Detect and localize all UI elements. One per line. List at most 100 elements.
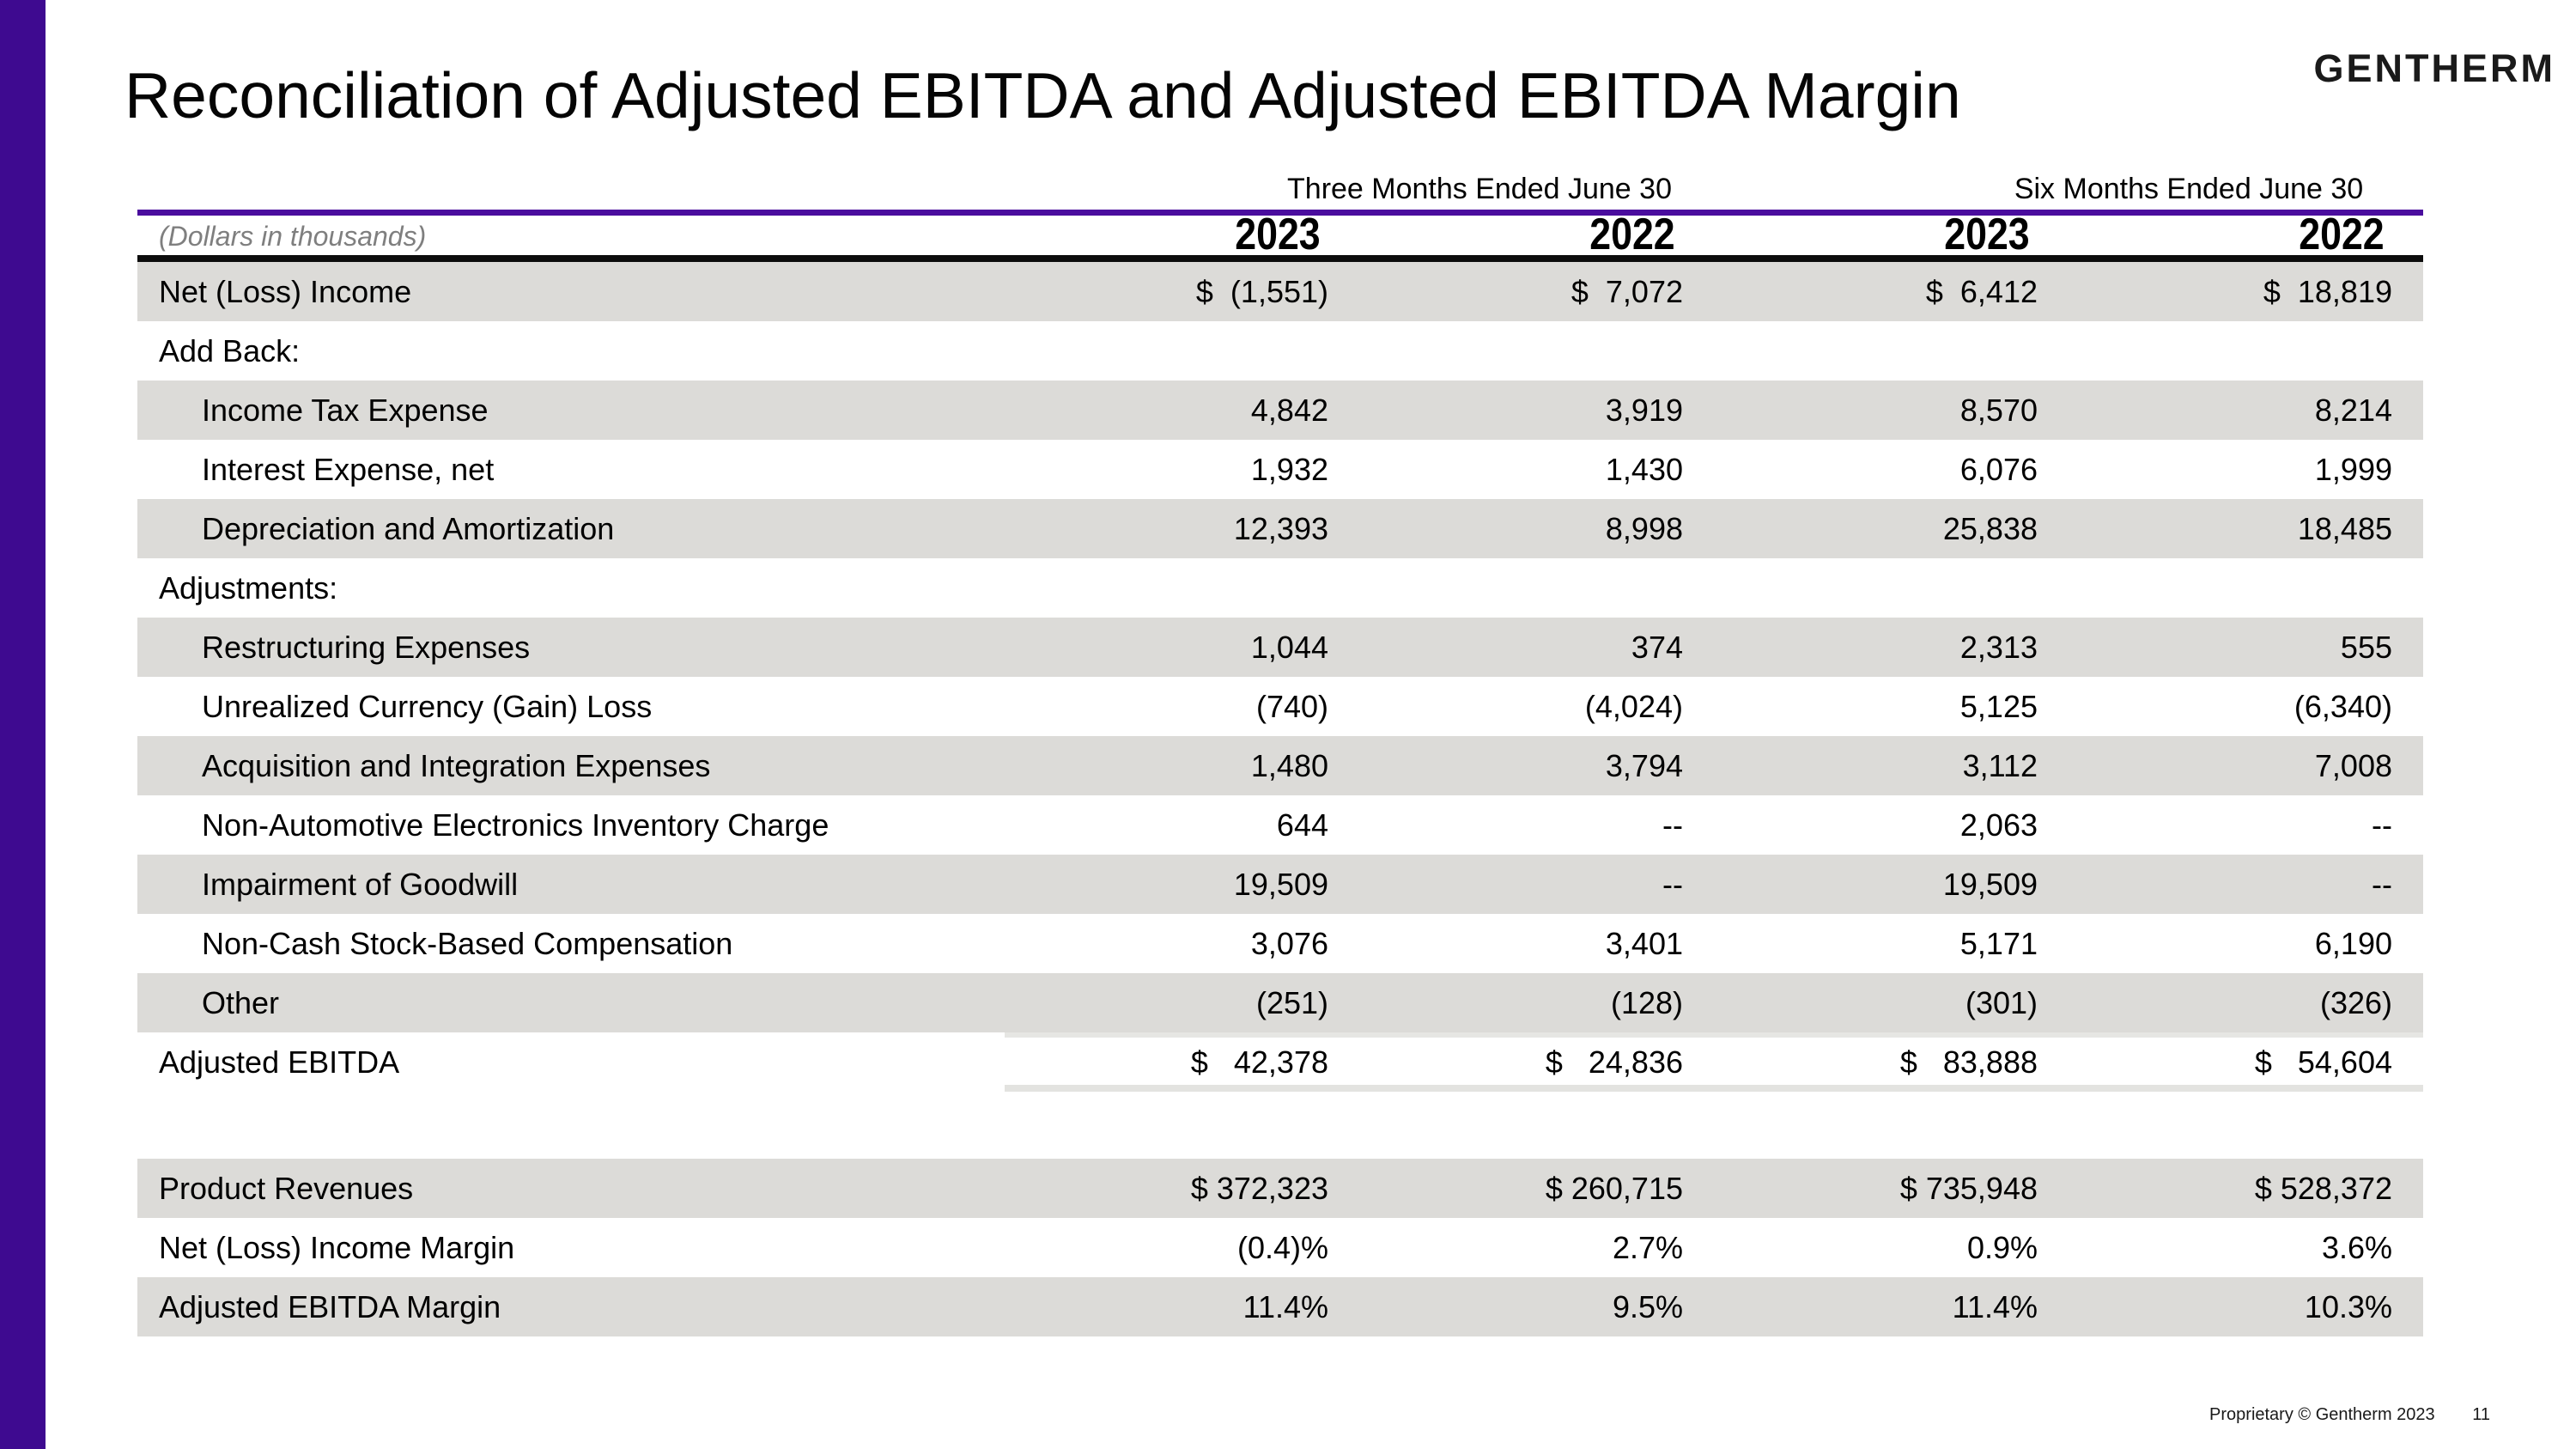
table-row: Product Revenues $ 372,323 $ 260,715 $ 735,… <box>137 1159 2423 1218</box>
row-label: Other <box>202 985 280 1020</box>
row-label: Interest Expense, net <box>202 452 495 487</box>
cell-value: 3.6% <box>2321 1230 2392 1265</box>
table-row: Interest Expense, net 1,932 1,430 6,076 1,99… <box>137 440 2423 499</box>
cell-value <box>1359 558 1714 618</box>
cell-value: $ 528,372 <box>2254 1171 2392 1206</box>
cell-value: 12,393 <box>1233 511 1328 546</box>
table-row: Adjusted EBITDA Margin 11.4% 9.5% 11.4% 10.3… <box>137 1277 2423 1336</box>
year-header-3m-2023: 2023 <box>1235 210 1321 259</box>
cell-value: 3,794 <box>1605 748 1683 783</box>
cell-value: 5,171 <box>1959 926 2038 961</box>
cell-value: 4,842 <box>1250 393 1328 428</box>
cell-value: (251) <box>1255 985 1328 1020</box>
period-header-six-months-label: Six Months Ended June 30 <box>2014 173 2364 205</box>
cell-value <box>2069 558 2423 618</box>
cell-value: 2.7% <box>1612 1230 1683 1265</box>
gentherm-logo: GENTHERM <box>2313 46 2555 90</box>
cell-value: 555 <box>2340 630 2392 665</box>
cell-value: 8,998 <box>1605 511 1683 546</box>
cell-value: 3,401 <box>1605 926 1683 961</box>
period-header-six-months: Six Months Ended June 30 <box>1714 158 2423 210</box>
table-row: Net (Loss) Income Margin (0.4)% 2.7% 0.9% 3.… <box>137 1218 2423 1277</box>
page-title: Reconciliation of Adjusted EBITDA and Ad… <box>125 59 1961 131</box>
year-header-6m-2023: 2023 <box>1944 210 2030 259</box>
cell-value: $ 42,378 <box>1190 1044 1328 1080</box>
cell-value: 1,999 <box>2314 452 2392 487</box>
row-label: Income Tax Expense <box>202 393 489 428</box>
cell-value: 3,076 <box>1250 926 1328 961</box>
table-row: Add Back: <box>137 321 2423 381</box>
cell-value <box>2069 321 2423 381</box>
year-header-row: (Dollars in thousands) 2023 2022 2023 20… <box>137 210 2423 259</box>
table-row: Acquisition and Integration Expenses 1,48… <box>137 736 2423 795</box>
page-number: 11 <box>2472 1405 2490 1424</box>
cell-value: $ 18,819 <box>2263 274 2392 309</box>
left-accent-bar <box>0 0 46 1449</box>
cell-value: 9.5% <box>1612 1289 1683 1324</box>
table-row: Other (251) (128) (301) (326) <box>137 973 2423 1032</box>
purple-divider-rule <box>137 210 2423 216</box>
cell-value: 8,570 <box>1959 393 2038 428</box>
table-row: Non-Automotive Electronics Inventory Cha… <box>137 795 2423 855</box>
cell-value: 6,076 <box>1959 452 2038 487</box>
cell-value: (301) <box>1965 985 2038 1020</box>
cell-value <box>1714 321 2069 381</box>
cell-value: $ 24,836 <box>1545 1044 1683 1080</box>
table-row: Restructuring Expenses 1,044 374 2,313 555 <box>137 618 2423 677</box>
row-label: Net (Loss) Income Margin <box>159 1230 515 1265</box>
table-row: Income Tax Expense 4,842 3,919 8,570 8,214 <box>137 381 2423 440</box>
row-label: Restructuring Expenses <box>202 630 531 665</box>
cell-value: 6,190 <box>2314 926 2392 961</box>
row-label: Non-Automotive Electronics Inventory Cha… <box>202 807 829 843</box>
row-label: Net (Loss) Income <box>159 274 412 309</box>
cell-value: 11.4% <box>1952 1289 2038 1324</box>
cell-value: -- <box>1662 807 1683 843</box>
row-label: Adjusted EBITDA <box>159 1044 400 1080</box>
table-row: Unrealized Currency (Gain) Loss (740) (4,0… <box>137 677 2423 736</box>
table-row: Depreciation and Amortization 12,393 8,998… <box>137 499 2423 558</box>
cell-value: 644 <box>1276 807 1328 843</box>
row-label: Depreciation and Amortization <box>202 511 615 546</box>
footer: Proprietary © Gentherm 2023 11 <box>2209 1405 2490 1425</box>
cell-value: $ 260,715 <box>1545 1171 1683 1206</box>
cell-value: (4,024) <box>1584 689 1683 724</box>
cell-value: 1,480 <box>1250 748 1328 783</box>
cell-value <box>1005 321 1359 381</box>
cell-value: 2,313 <box>1959 630 2038 665</box>
cell-value: 19,509 <box>1233 867 1328 902</box>
cell-value: 374 <box>1631 630 1683 665</box>
table-body: Net (Loss) Income $ (1,551) $ 7,072 $ 6,412… <box>137 262 2423 1336</box>
cell-value: 3,112 <box>1962 748 2038 783</box>
period-header-spacer <box>137 158 1005 210</box>
table-row: Adjustments: <box>137 558 2423 618</box>
row-label: Acquisition and Integration Expenses <box>202 748 711 783</box>
cell-value <box>1005 558 1359 618</box>
cell-value: -- <box>1662 867 1683 902</box>
cell-value: -- <box>2372 867 2392 902</box>
cell-value: 3,919 <box>1605 393 1683 428</box>
cell-value: (6,340) <box>2293 689 2392 724</box>
row-label: Product Revenues <box>159 1171 414 1206</box>
row-label: Add Back: <box>159 333 301 368</box>
cell-value: $ 735,948 <box>1899 1171 2038 1206</box>
cell-value: $ (1,551) <box>1195 274 1328 309</box>
cell-value <box>1714 558 2069 618</box>
table-row: Non-Cash Stock-Based Compensation 3,076 3,… <box>137 914 2423 973</box>
cell-value: $ 6,412 <box>1925 274 2038 309</box>
cell-value: 10.3% <box>2304 1289 2392 1324</box>
period-header-three-months: Three Months Ended June 30 <box>1005 158 1714 210</box>
cell-value: 2,063 <box>1959 807 2038 843</box>
units-note: (Dollars in thousands) <box>159 221 427 252</box>
cell-value: (0.4)% <box>1236 1230 1328 1265</box>
period-header-three-months-label: Three Months Ended June 30 <box>1287 173 1672 205</box>
cell-value: 0.9% <box>1966 1230 2038 1265</box>
cell-value: 1,044 <box>1250 630 1328 665</box>
cell-value: 18,485 <box>2297 511 2392 546</box>
cell-value: (740) <box>1255 689 1328 724</box>
cell-value: $ 7,072 <box>1571 274 1683 309</box>
cell-value: 1,932 <box>1250 452 1328 487</box>
table-row: Impairment of Goodwill 19,509 -- 19,509 -- <box>137 855 2423 914</box>
cell-value: (326) <box>2319 985 2392 1020</box>
ebitda-reconciliation-table: Three Months Ended June 30 Six Months En… <box>137 158 2423 1336</box>
